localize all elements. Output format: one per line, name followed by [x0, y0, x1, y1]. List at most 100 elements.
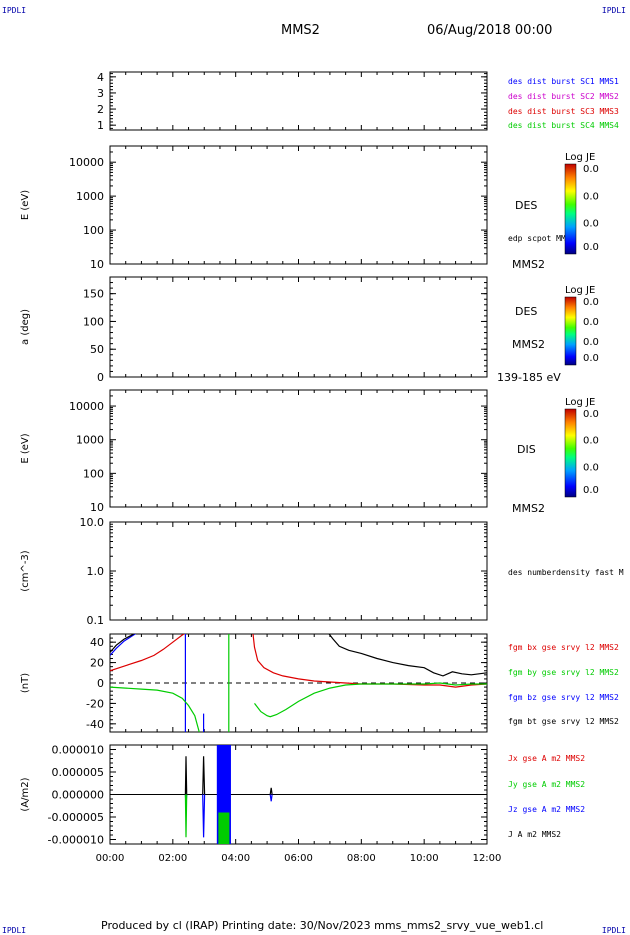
- density-frame: [109, 521, 488, 621]
- current-ytick-label: 0.000005: [52, 766, 105, 779]
- dis-energy-colorbar-tick: 0.0: [583, 409, 599, 420]
- des-pitch-colorbar-tick: 0.0: [583, 337, 599, 348]
- dis-energy-colorbar-tick: 0.0: [583, 462, 599, 473]
- current-legend-entry: J A m2 MMS2: [508, 830, 561, 839]
- header-corner-tr: IPDLI: [601, 6, 626, 15]
- des-energy-colorbar-tick: 0.0: [583, 191, 599, 202]
- bfield-series-line: [254, 682, 487, 718]
- des-pitch-ytick-label: 150: [83, 288, 104, 301]
- des-energy-frame: [109, 145, 488, 265]
- current-ylabel: (A/m2): [20, 777, 31, 811]
- bfield-ytick-label: -40: [86, 718, 104, 731]
- des-pitch-frame: [109, 276, 488, 378]
- des-energy-label-sc: MMS2: [512, 258, 545, 271]
- current-xtick-label: 02:00: [158, 853, 187, 864]
- des-pitch-colorbar-tick: 0.0: [583, 297, 599, 308]
- current-xtick-label: 08:00: [347, 853, 376, 864]
- current-ytick-label: 0.000010: [52, 744, 105, 757]
- dis-energy-colorbar-title: Log JE: [565, 397, 595, 408]
- des-energy-ytick-label: 1000: [76, 190, 104, 203]
- current-legend-entry: Jx gse A m2 MMS2: [508, 754, 585, 763]
- current-xtick-label: 06:00: [284, 853, 313, 864]
- current-ytick-label: -0.000010: [48, 834, 104, 847]
- current-xtick-label: 12:00: [473, 853, 502, 864]
- current-series-line: [269, 794, 273, 802]
- bfield-ylabel: (nT): [20, 673, 31, 693]
- current-xtick-label: 10:00: [410, 853, 439, 864]
- bfield-legend-entry: fgm bx gse srvy l2 MMS2: [508, 643, 619, 652]
- des-pitch-label-energy: 139-185 eV: [497, 371, 561, 384]
- des-pitch-ytick-label: 100: [83, 315, 104, 328]
- burst-legend-entry: des dist burst SC3 MMS3: [508, 107, 619, 116]
- bfield-series-line: [110, 686, 200, 732]
- des-energy-ytick-label: 100: [83, 224, 104, 237]
- bfield-ytick-label: 20: [90, 657, 104, 670]
- current-ytick-label: 0.000000: [52, 789, 105, 802]
- density-ytick-label: 10.0: [80, 516, 105, 529]
- des-energy-colorbar-tick: 0.0: [583, 164, 599, 175]
- des-pitch-label-sc: MMS2: [512, 338, 545, 351]
- des-pitch-ytick-label: 0: [97, 371, 104, 384]
- density-legend-entry: des numberdensity fast M: [508, 568, 624, 577]
- des-energy-ytick-label: 10000: [69, 156, 104, 169]
- header-spacecraft: MMS2: [281, 23, 320, 38]
- current-xtick-label: 00:00: [96, 853, 125, 864]
- footer-corner-bl: IPDLI: [2, 926, 27, 935]
- current-xtick-label: 04:00: [221, 853, 250, 864]
- des-energy-colorbar: [564, 163, 577, 255]
- current-series-line: [269, 787, 273, 795]
- bfield-series-line: [110, 634, 135, 653]
- dis-energy-frame: [109, 389, 488, 508]
- burst-legend-entry: des dist burst SC1 MMS1: [508, 77, 619, 86]
- density-ytick-label: 1.0: [87, 565, 105, 578]
- des-pitch-ytick-label: 50: [90, 343, 104, 356]
- dis-energy-colorbar-tick: 0.0: [583, 436, 599, 447]
- current-legend-entry: Jz gse A m2 MMS2: [508, 805, 585, 814]
- current-series-line: [184, 794, 188, 838]
- bfield-ytick-label: 40: [90, 636, 104, 649]
- des-energy-label-scpot: edp scpot MMS2: [508, 234, 576, 243]
- burst-legend-entry: des dist burst SC2 MMS2: [508, 92, 619, 101]
- des-energy-colorbar-tick: 0.0: [583, 242, 599, 253]
- burst-frame: [109, 71, 488, 131]
- bfield-ytick-label: -20: [86, 697, 104, 710]
- density-ytick-label: 0.1: [87, 614, 105, 627]
- dis-energy-ytick-label: 100: [83, 467, 104, 480]
- burst-ytick-label: 3: [97, 87, 104, 100]
- current-series-line: [184, 756, 188, 795]
- bfield-legend-entry: fgm bt gse srvy l2 MMS2: [508, 717, 619, 726]
- des-pitch-label-instrument: DES: [515, 305, 537, 318]
- bfield-series-line: [252, 634, 487, 688]
- dis-energy-ytick-label: 1000: [76, 434, 104, 447]
- dis-energy-ytick-label: 10000: [69, 400, 104, 413]
- des-energy-ylabel: E (eV): [20, 190, 31, 220]
- des-energy-colorbar-tick: 0.0: [583, 219, 599, 230]
- current-series-line: [202, 794, 206, 838]
- dis-energy-label-instrument: DIS: [517, 443, 536, 456]
- burst-ytick-label: 4: [97, 71, 104, 84]
- des-energy-colorbar-title: Log JE: [565, 152, 595, 163]
- des-pitch-colorbar-tick: 0.0: [583, 353, 599, 364]
- header-corner-tl: IPDLI: [2, 6, 27, 15]
- current-ytick-label: -0.000005: [48, 811, 104, 824]
- burst-legend-entry: des dist burst SC4 MMS4: [508, 121, 619, 130]
- burst-ytick-label: 2: [97, 103, 104, 116]
- current-fill: [218, 812, 230, 844]
- des-energy-ytick-label: 10: [90, 258, 104, 271]
- dis-energy-colorbar-tick: 0.0: [583, 485, 599, 496]
- current-series-line: [202, 756, 206, 795]
- density-ylabel: (cm^-3): [20, 550, 31, 591]
- des-pitch-colorbar-tick: 0.0: [583, 317, 599, 328]
- dis-energy-ylabel: E (eV): [20, 433, 31, 463]
- header-date: 06/Aug/2018 00:00: [427, 23, 553, 38]
- dis-energy-colorbar: [564, 408, 577, 498]
- bfield-series-line: [110, 634, 185, 672]
- bfield-legend-entry: fgm bz gse srvy l2 MMS2: [508, 693, 619, 702]
- bfield-legend-entry: fgm by gse srvy l2 MMS2: [508, 668, 619, 677]
- bfield-ytick-label: 0: [97, 677, 104, 690]
- des-energy-label-instrument: DES: [515, 199, 537, 212]
- burst-ytick-label: 1: [97, 119, 104, 132]
- des-pitch-ylabel: a (deg): [20, 309, 31, 345]
- dis-energy-ytick-label: 10: [90, 501, 104, 514]
